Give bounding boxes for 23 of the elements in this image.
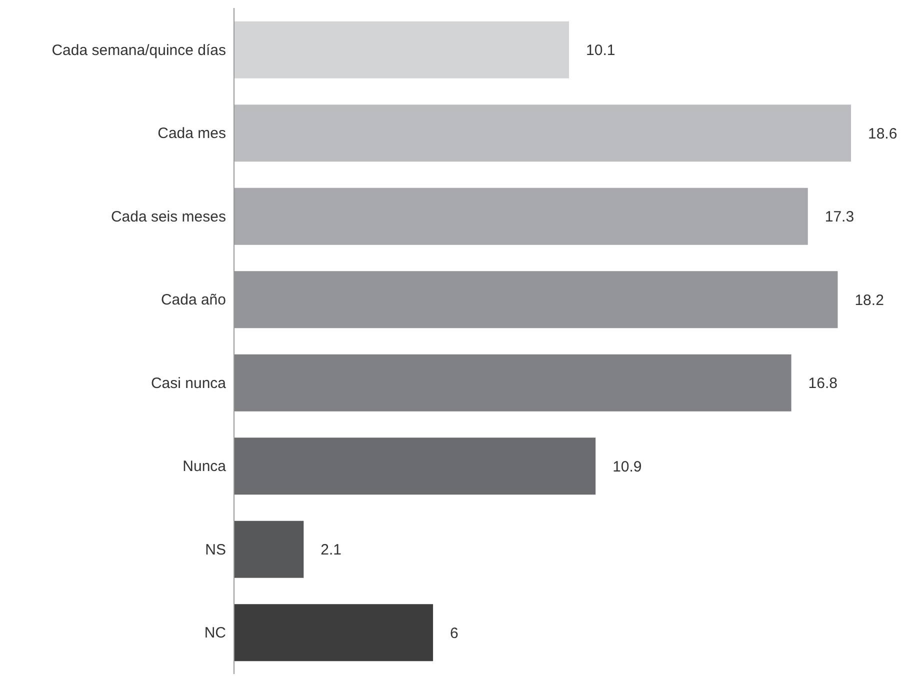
data-label: 18.2 <box>854 292 884 309</box>
data-label: 2.1 <box>320 542 342 559</box>
data-label: 10.9 <box>612 458 642 476</box>
bar <box>234 188 808 245</box>
data-label: 18.6 <box>868 125 898 142</box>
y-tick-label: NC <box>204 624 226 642</box>
y-tick-label: Cada año <box>160 292 226 309</box>
y-tick-label: Casi nunca <box>150 374 227 392</box>
y-tick-label: Cada semana/quince días <box>52 42 226 59</box>
y-tick-label: Nunca <box>182 458 227 476</box>
bar <box>234 21 570 78</box>
data-label: 10.1 <box>586 42 616 60</box>
y-tick-label: Cada mes <box>158 125 226 142</box>
bar <box>234 104 851 162</box>
y-tick-label: Cada seis meses <box>110 208 226 226</box>
y-tick-label: NS <box>205 541 226 558</box>
data-label: 17.3 <box>824 208 854 226</box>
bar <box>234 438 596 495</box>
bar <box>234 520 304 578</box>
bar <box>234 354 792 412</box>
bar <box>234 604 434 662</box>
data-label: 6 <box>450 624 458 642</box>
data-label: 16.8 <box>808 375 838 392</box>
